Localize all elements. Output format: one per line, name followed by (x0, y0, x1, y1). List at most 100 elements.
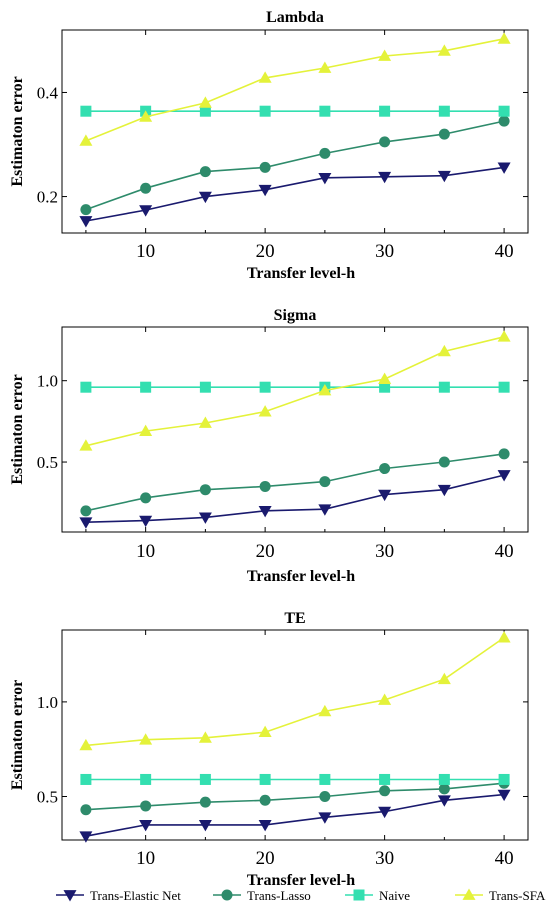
x-tick-label: 30 (375, 848, 394, 869)
data-point-trans-elastic-net (437, 484, 451, 497)
data-point-trans-lasso (199, 484, 211, 496)
legend-label: Trans-Elastic Net (90, 888, 181, 903)
series-trans-lasso (80, 448, 510, 517)
data-point-naive (259, 773, 271, 785)
data-point-trans-lasso (259, 480, 271, 492)
legend-item-naive: Naive (345, 888, 410, 903)
data-point-naive (438, 105, 450, 117)
x-tick-label: 20 (256, 541, 275, 562)
legend-item-trans-sfa: Trans-SFA (455, 888, 546, 903)
series-line-trans-elastic-net (85, 474, 505, 523)
data-point-trans-sfa (497, 32, 511, 44)
data-point-trans-sfa (318, 383, 332, 396)
axes-frame (61, 29, 529, 234)
data-point-trans-elastic-net (318, 172, 332, 185)
x-tick-label: 30 (375, 241, 394, 262)
data-point-trans-sfa (378, 49, 392, 61)
data-point-trans-elastic-net (497, 470, 511, 482)
data-point-trans-lasso (140, 182, 152, 194)
data-point-naive (199, 105, 211, 117)
legend: Trans-Elastic Net Trans-Lasso Naive Trans-S… (56, 888, 546, 903)
data-point-trans-sfa (318, 61, 332, 73)
data-point-trans-sfa (139, 424, 153, 437)
data-point-trans-lasso (498, 115, 510, 127)
series-trans-elastic-net (79, 162, 511, 228)
data-point-naive (259, 105, 271, 117)
chart-panel-te: TE 10 20 30 40 0.5 1.0 Transfer level-h Estimato… (9, 610, 529, 889)
data-point-trans-lasso (80, 505, 92, 517)
y-axis-label: Estimaton error (9, 374, 26, 484)
data-point-naive (438, 773, 450, 785)
data-point-trans-elastic-net (79, 517, 93, 529)
data-point-trans-lasso (80, 804, 92, 816)
data-point-trans-lasso (319, 790, 331, 802)
data-point-trans-lasso (379, 136, 391, 148)
y-axis-label: Estimaton error (9, 680, 26, 790)
data-point-trans-sfa (437, 44, 451, 56)
series-trans-elastic-net (79, 789, 511, 843)
x-tick-label: 40 (495, 848, 514, 869)
x-tick-label: 30 (375, 541, 394, 562)
data-point-trans-sfa (258, 725, 272, 738)
legend-label: Naive (379, 888, 410, 903)
data-point-naive (498, 105, 510, 117)
data-point-naive (319, 105, 331, 117)
data-point-trans-elastic-net (318, 812, 332, 824)
series-naive (80, 381, 510, 393)
x-tick-label: 20 (256, 848, 275, 869)
data-point-naive (80, 105, 92, 117)
legend-marker-trans-sfa (462, 888, 476, 900)
chart-panel-sigma: Sigma 10 20 30 40 0.5 1.0 Transfer level-h Estim… (9, 307, 529, 585)
legend-marker-trans-lasso (221, 889, 233, 901)
series-line-trans-sfa (85, 636, 505, 747)
data-point-trans-elastic-net (258, 819, 272, 832)
series-trans-elastic-net (79, 470, 511, 529)
x-axis-label: Transfer level-h (247, 872, 355, 889)
x-tick-label: 10 (136, 241, 155, 262)
data-point-naive (379, 773, 391, 785)
series-naive (80, 773, 510, 785)
data-point-trans-sfa (139, 733, 153, 745)
data-point-trans-sfa (198, 96, 212, 108)
axes-frame (61, 326, 529, 533)
data-point-trans-sfa (139, 110, 153, 122)
series-line-trans-sfa (85, 38, 505, 142)
data-point-naive (80, 773, 92, 785)
data-point-trans-elastic-net (198, 191, 212, 204)
x-tick-label: 20 (256, 241, 275, 262)
data-point-trans-sfa (198, 416, 212, 428)
y-axis-label: Estimaton error (9, 76, 26, 186)
x-tick-label: 40 (495, 541, 514, 562)
data-point-trans-lasso (379, 463, 391, 475)
data-point-trans-lasso (259, 161, 271, 173)
data-point-trans-lasso (199, 166, 211, 178)
data-point-trans-lasso (498, 448, 510, 460)
data-point-trans-lasso (438, 128, 450, 140)
data-point-trans-sfa (79, 439, 93, 451)
data-point-trans-elastic-net (198, 512, 212, 524)
legend-label: Trans-Lasso (247, 888, 311, 903)
data-point-trans-sfa (437, 672, 451, 685)
series-line-trans-lasso (85, 120, 505, 211)
data-point-trans-lasso (199, 796, 211, 808)
data-point-naive (140, 773, 152, 785)
data-point-trans-elastic-net (497, 162, 511, 174)
data-point-trans-elastic-net (378, 171, 392, 184)
data-point-trans-lasso (140, 492, 152, 504)
data-point-trans-sfa (79, 738, 93, 751)
series-line-trans-sfa (85, 336, 505, 447)
data-point-naive (259, 381, 271, 393)
data-point-trans-sfa (258, 405, 272, 417)
legend-label: Trans-SFA (489, 888, 546, 903)
data-point-naive (438, 381, 450, 393)
data-point-trans-elastic-net (79, 216, 93, 228)
data-point-trans-sfa (198, 731, 212, 743)
data-point-naive (379, 105, 391, 117)
data-point-trans-sfa (79, 134, 93, 146)
legend-marker-naive (353, 889, 365, 901)
data-point-naive (319, 773, 331, 785)
y-tick-label: 0.5 (37, 787, 58, 806)
legend-item-trans-lasso: Trans-Lasso (213, 888, 311, 903)
data-point-naive (379, 381, 391, 393)
